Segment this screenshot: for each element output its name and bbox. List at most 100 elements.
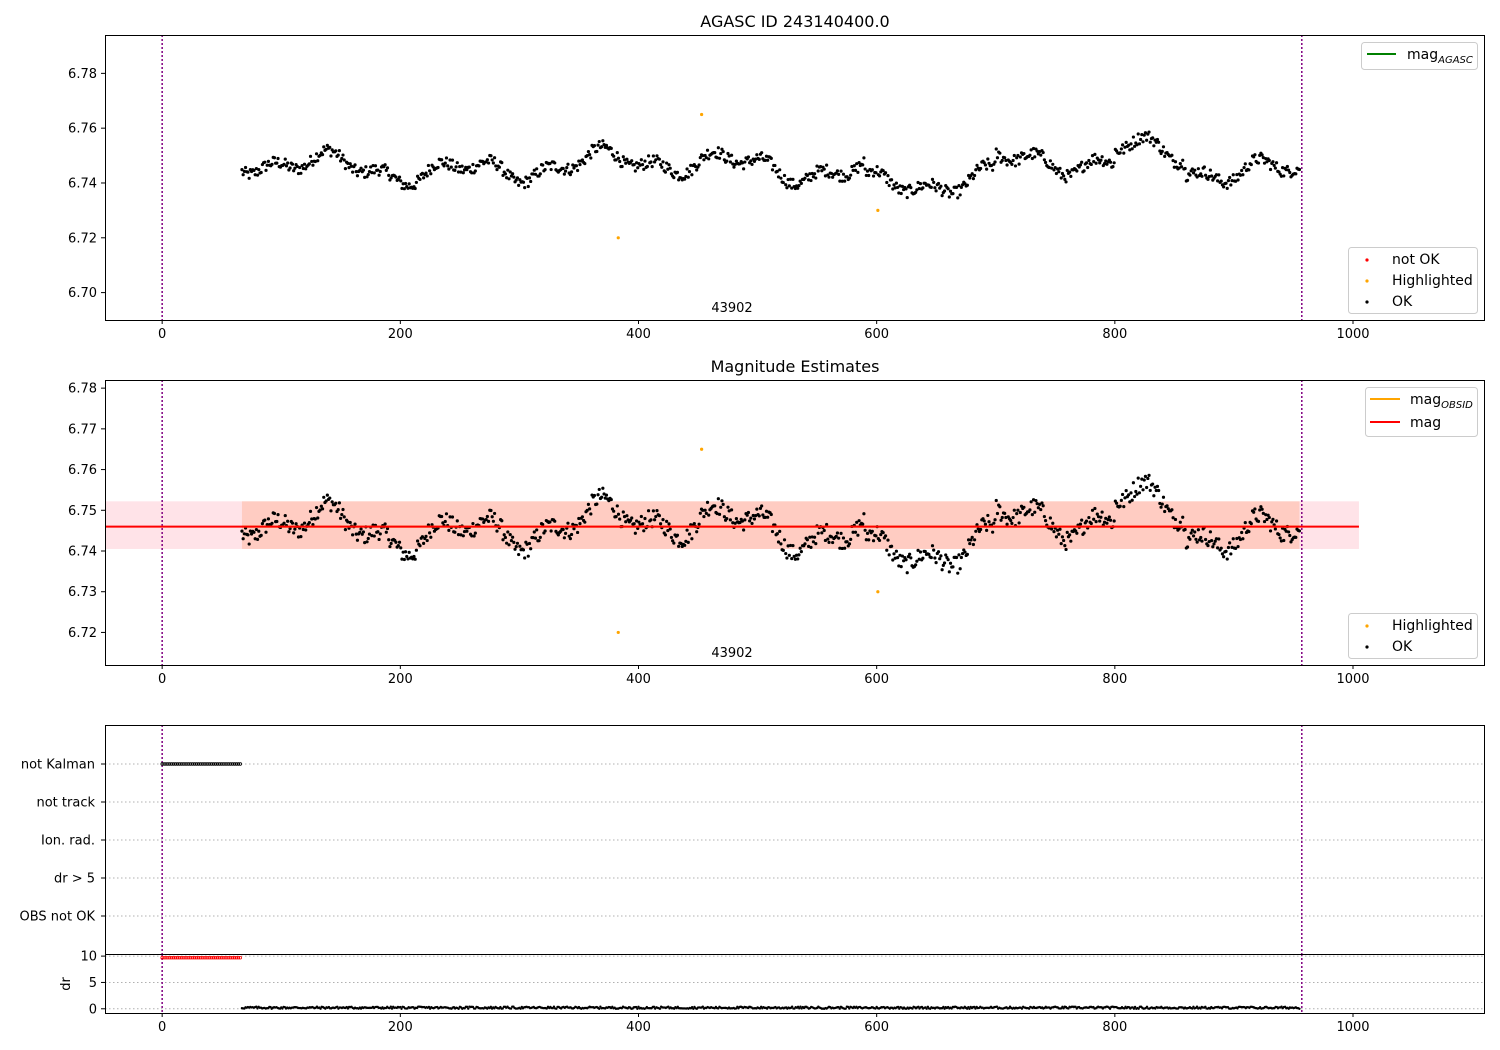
ok-point bbox=[669, 535, 674, 540]
ok-point bbox=[508, 170, 512, 174]
ok-point bbox=[726, 151, 730, 156]
ok-point bbox=[1219, 179, 1223, 183]
ok-point bbox=[686, 540, 690, 544]
ok-point bbox=[851, 530, 855, 534]
ok-point bbox=[877, 538, 882, 543]
ok-point bbox=[1049, 527, 1054, 531]
ok-point bbox=[561, 527, 565, 532]
ok-point bbox=[1183, 527, 1187, 532]
ok-point bbox=[1012, 508, 1016, 512]
ok-point bbox=[354, 170, 358, 174]
not-kalman-point bbox=[196, 762, 201, 766]
ok-point bbox=[835, 169, 840, 173]
ok-point bbox=[473, 169, 477, 173]
ok-point bbox=[1152, 144, 1156, 148]
ok-point bbox=[812, 535, 817, 539]
ok-point bbox=[905, 571, 909, 575]
ok-point bbox=[646, 509, 651, 513]
ok-point bbox=[1181, 158, 1185, 162]
x-tick-label: 1000 bbox=[1336, 672, 1369, 687]
ok-point bbox=[659, 522, 663, 526]
ok-point bbox=[1234, 179, 1238, 183]
ok-point bbox=[480, 517, 485, 521]
ok-point bbox=[720, 499, 724, 503]
ok-point bbox=[397, 175, 402, 179]
ok-point bbox=[264, 168, 268, 172]
ok-point bbox=[470, 171, 474, 175]
ok-point bbox=[871, 174, 876, 178]
ok-point bbox=[822, 167, 826, 171]
ok-point bbox=[511, 172, 515, 176]
ok-point bbox=[1229, 552, 1233, 556]
ok-point bbox=[1104, 159, 1108, 163]
ok-point bbox=[755, 153, 759, 157]
ok-point bbox=[501, 538, 505, 542]
ok-point bbox=[523, 556, 527, 560]
ok-point bbox=[602, 142, 606, 147]
ok-point bbox=[1235, 172, 1239, 177]
ok-point bbox=[1214, 537, 1219, 541]
ok-point bbox=[450, 515, 455, 519]
ok-point bbox=[900, 184, 905, 188]
ok-point bbox=[500, 161, 504, 165]
ok-point bbox=[1203, 537, 1208, 542]
ok-point bbox=[727, 154, 731, 158]
ok-point bbox=[1123, 145, 1127, 149]
ok-point bbox=[778, 168, 782, 172]
ok-point bbox=[716, 146, 720, 150]
ok-point bbox=[775, 532, 779, 536]
ok-point bbox=[320, 507, 325, 511]
ok-point bbox=[365, 540, 369, 544]
ok-point bbox=[823, 174, 828, 178]
ok-point bbox=[1063, 543, 1067, 548]
dr-not-ok-point bbox=[166, 955, 170, 960]
ok-point bbox=[870, 168, 874, 172]
ok-point bbox=[553, 161, 557, 165]
ok-point bbox=[932, 180, 936, 185]
ok-point bbox=[563, 531, 568, 535]
dr-not-ok-point bbox=[230, 955, 235, 960]
ok-point bbox=[1151, 482, 1155, 486]
ok-point bbox=[574, 164, 578, 168]
ok-point bbox=[652, 518, 657, 522]
ok-point bbox=[486, 519, 491, 523]
dr-not-ok-point bbox=[175, 955, 180, 960]
dr-ok-point bbox=[552, 1005, 556, 1008]
ok-point bbox=[328, 496, 332, 500]
ok-point bbox=[930, 544, 935, 548]
ok-point bbox=[1208, 168, 1212, 172]
ok-point bbox=[754, 157, 758, 161]
ok-point bbox=[1043, 518, 1048, 523]
dr-ok-point bbox=[509, 1007, 513, 1010]
highlighted-point bbox=[700, 447, 704, 451]
ok-point bbox=[764, 154, 769, 158]
ok-point bbox=[998, 505, 1002, 509]
dr-ok-point bbox=[501, 1007, 504, 1010]
ok-point bbox=[853, 168, 858, 172]
ok-point bbox=[518, 544, 522, 548]
ok-point bbox=[838, 546, 842, 550]
ok-point bbox=[569, 532, 574, 537]
ok-point bbox=[1209, 174, 1214, 178]
ok-point bbox=[1093, 152, 1097, 156]
ok-point bbox=[1146, 476, 1150, 481]
ok-point bbox=[661, 160, 665, 164]
ok-point bbox=[307, 162, 311, 166]
ok-point bbox=[270, 521, 274, 525]
ok-point bbox=[1267, 158, 1271, 163]
ok-point bbox=[385, 166, 390, 170]
dr-ok-point bbox=[427, 1005, 431, 1009]
ok-point bbox=[311, 522, 315, 527]
ok-point bbox=[942, 189, 947, 193]
ok-point bbox=[1018, 155, 1022, 159]
dr-not-ok-point bbox=[181, 955, 185, 960]
ok-point bbox=[715, 511, 719, 516]
legend-label: Highlighted bbox=[1392, 618, 1473, 634]
ok-point bbox=[1268, 167, 1273, 172]
ok-point bbox=[1058, 527, 1062, 531]
ok-point bbox=[1230, 545, 1234, 550]
ok-point bbox=[902, 559, 906, 563]
ok-point bbox=[965, 552, 969, 556]
ok-point bbox=[453, 530, 457, 534]
ok-point bbox=[1197, 538, 1202, 542]
